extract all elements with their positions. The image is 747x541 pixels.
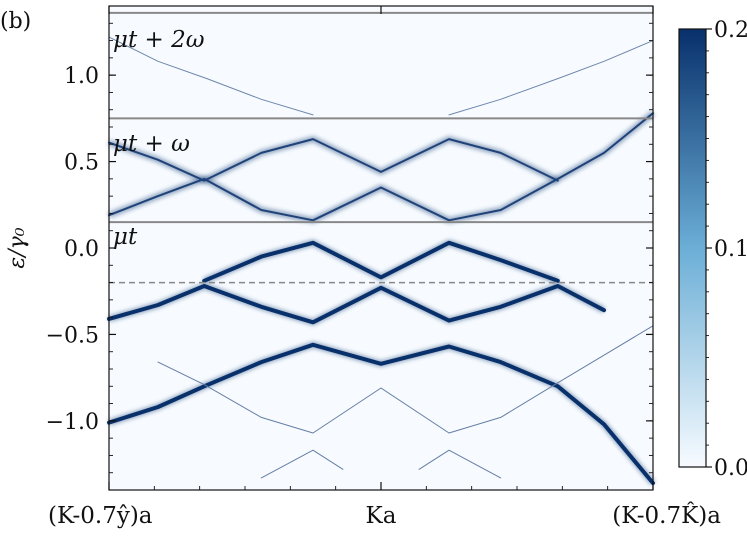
plot-area <box>109 6 653 490</box>
panel-label: (b) <box>0 9 31 34</box>
colorbar <box>678 28 707 468</box>
band-7 <box>448 40 654 116</box>
band-3 <box>202 240 560 283</box>
bands-layer <box>107 36 656 486</box>
y-tick-label-2: 0.0 <box>64 237 99 262</box>
axis-ticks: 1.0 0.5 0.0 −0.5 −1.0 (K-0.7ŷ)a Ka (K-0.7K̂)a <box>46 6 721 529</box>
window-label-2: μt <box>113 224 138 250</box>
window-label-1: μt + ω <box>113 131 190 157</box>
band-9 <box>418 449 502 479</box>
band-6 <box>108 36 314 116</box>
band-8 <box>260 449 344 479</box>
band-2 <box>107 284 606 325</box>
band-0 <box>107 342 655 486</box>
band-5 <box>108 138 559 182</box>
colorbar-tick-label-2: 0.0 <box>714 456 747 481</box>
y-tick-label-4: −1.0 <box>46 410 99 435</box>
band-1 <box>157 325 654 434</box>
window-label-0: μt + 2ω <box>113 27 205 53</box>
x-tick-label-0: (K-0.7ŷ)a <box>48 503 153 529</box>
window-labels: μt + 2ω μt + ω μt <box>113 27 205 250</box>
colorbar-tick-label-0: 0.2 <box>714 18 747 43</box>
colorbar-ticks: 0.2 0.1 0.0 <box>706 18 747 481</box>
colorbar-tick-label-1: 0.1 <box>714 237 747 262</box>
y-tick-label-0: 1.0 <box>64 64 99 89</box>
y-tick-label-1: 0.5 <box>64 151 99 176</box>
x-tick-label-2: (K-0.7K̂)a <box>612 503 721 529</box>
y-tick-label-3: −0.5 <box>46 323 99 348</box>
x-tick-label-1: Ka <box>366 503 397 529</box>
band-4 <box>108 112 654 222</box>
y-axis-label: ε/γ₀ <box>5 227 30 268</box>
